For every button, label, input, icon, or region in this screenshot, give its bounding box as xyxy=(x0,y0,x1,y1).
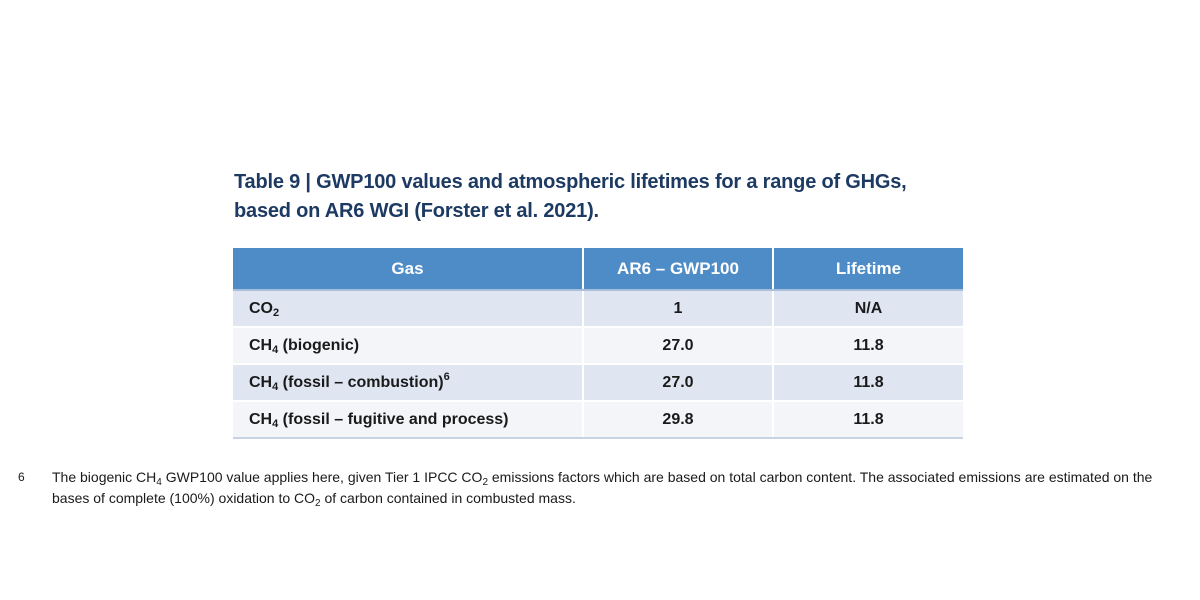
header-gas: Gas xyxy=(233,248,583,291)
table-row: CH4 (biogenic) 27.0 11.8 xyxy=(233,327,963,365)
table-row: CH4 (fossil – fugitive and process) 29.8… xyxy=(233,401,963,439)
table-header-row: Gas AR6 – GWP100 Lifetime xyxy=(233,248,963,291)
gwp-table-container: Gas AR6 – GWP100 Lifetime CO2 1 N/A CH4 … xyxy=(233,248,963,439)
caption-line-2: based on AR6 WGI (Forster et al. 2021). xyxy=(234,200,599,222)
gas-cell: CH4 (fossil – fugitive and process) xyxy=(233,401,583,439)
table-caption: Table 9 | GWP100 values and atmospheric … xyxy=(234,168,994,226)
gwp-cell: 27.0 xyxy=(582,364,773,402)
lifetime-cell: 11.8 xyxy=(772,327,963,365)
gas-cell: CH4 (biogenic) xyxy=(233,327,583,365)
footnote: 6 The biogenic CH4 GWP100 value applies … xyxy=(18,467,1188,509)
footnote-marker: 6 xyxy=(18,470,25,484)
lifetime-cell: N/A xyxy=(772,290,963,328)
caption-line-1: Table 9 | GWP100 values and atmospheric … xyxy=(234,171,907,193)
gwp-table: Gas AR6 – GWP100 Lifetime CO2 1 N/A CH4 … xyxy=(233,248,963,439)
footnote-text: The biogenic CH4 GWP100 value applies he… xyxy=(52,469,1153,509)
gwp-cell: 1 xyxy=(582,290,773,328)
gwp-cell: 29.8 xyxy=(582,401,773,439)
footnote-ref: 6 xyxy=(443,370,450,383)
table-row: CH4 (fossil – combustion)6 27.0 11.8 xyxy=(233,364,963,402)
gwp-cell: 27.0 xyxy=(582,327,773,365)
gas-cell: CO2 xyxy=(233,290,583,328)
gas-cell: CH4 (fossil – combustion)6 xyxy=(233,364,583,402)
lifetime-cell: 11.8 xyxy=(772,401,963,439)
header-lifetime: Lifetime xyxy=(772,248,963,291)
lifetime-cell: 11.8 xyxy=(772,364,963,402)
table-row: CO2 1 N/A xyxy=(233,290,963,328)
header-gwp100: AR6 – GWP100 xyxy=(582,248,773,291)
